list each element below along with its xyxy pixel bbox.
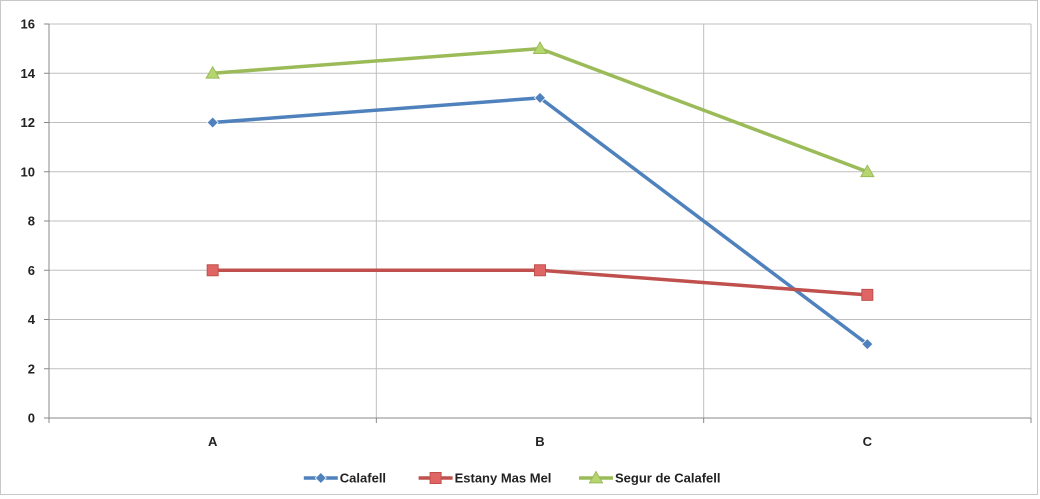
y-tick-label: 14 [21,66,36,81]
axes [44,23,1032,423]
series-line [210,46,870,174]
series-group-0 [206,91,874,351]
x-tick-label: A [208,434,218,449]
legend-label: Calafell [340,471,386,486]
data-point [534,264,546,277]
legend-item: Calafell [303,471,386,486]
legend-label: Estany Mas Mel [455,471,552,486]
gridlines [49,23,1032,418]
legend-item: Estany Mas Mel [418,471,552,486]
y-tick-label: 12 [21,115,35,130]
legend-swatch-marker [588,470,604,484]
y-tick-label: 0 [28,411,35,426]
y-tick-label: 8 [28,214,35,229]
legend-swatch-marker [429,472,442,484]
series-lines [205,41,875,351]
legend: Calafell Estany Mas Mel Segur de Calafell [303,470,720,486]
data-point [861,338,874,351]
legend-item: Segur de Calafell [579,470,720,486]
x-axis-ticks: A B C [208,434,873,449]
x-tick-label: B [535,434,544,449]
y-axis-ticks: 0 2 4 6 8 10 12 14 16 [21,17,36,426]
data-point [859,164,875,178]
data-point [532,41,548,54]
legend-label: Segur de Calafell [615,471,720,486]
legend-swatch-marker [314,471,327,485]
data-point [205,65,221,79]
y-tick-label: 16 [21,17,35,32]
series-group-2 [205,41,875,178]
y-tick-label: 4 [28,312,36,327]
series-group-1 [206,264,874,301]
x-tick-label: C [863,434,873,449]
data-point [533,91,547,104]
data-point [206,116,219,129]
y-tick-label: 6 [28,263,35,278]
data-point [206,264,219,277]
y-tick-label: 10 [21,164,35,179]
data-point [861,288,874,301]
y-tick-label: 2 [28,361,35,376]
